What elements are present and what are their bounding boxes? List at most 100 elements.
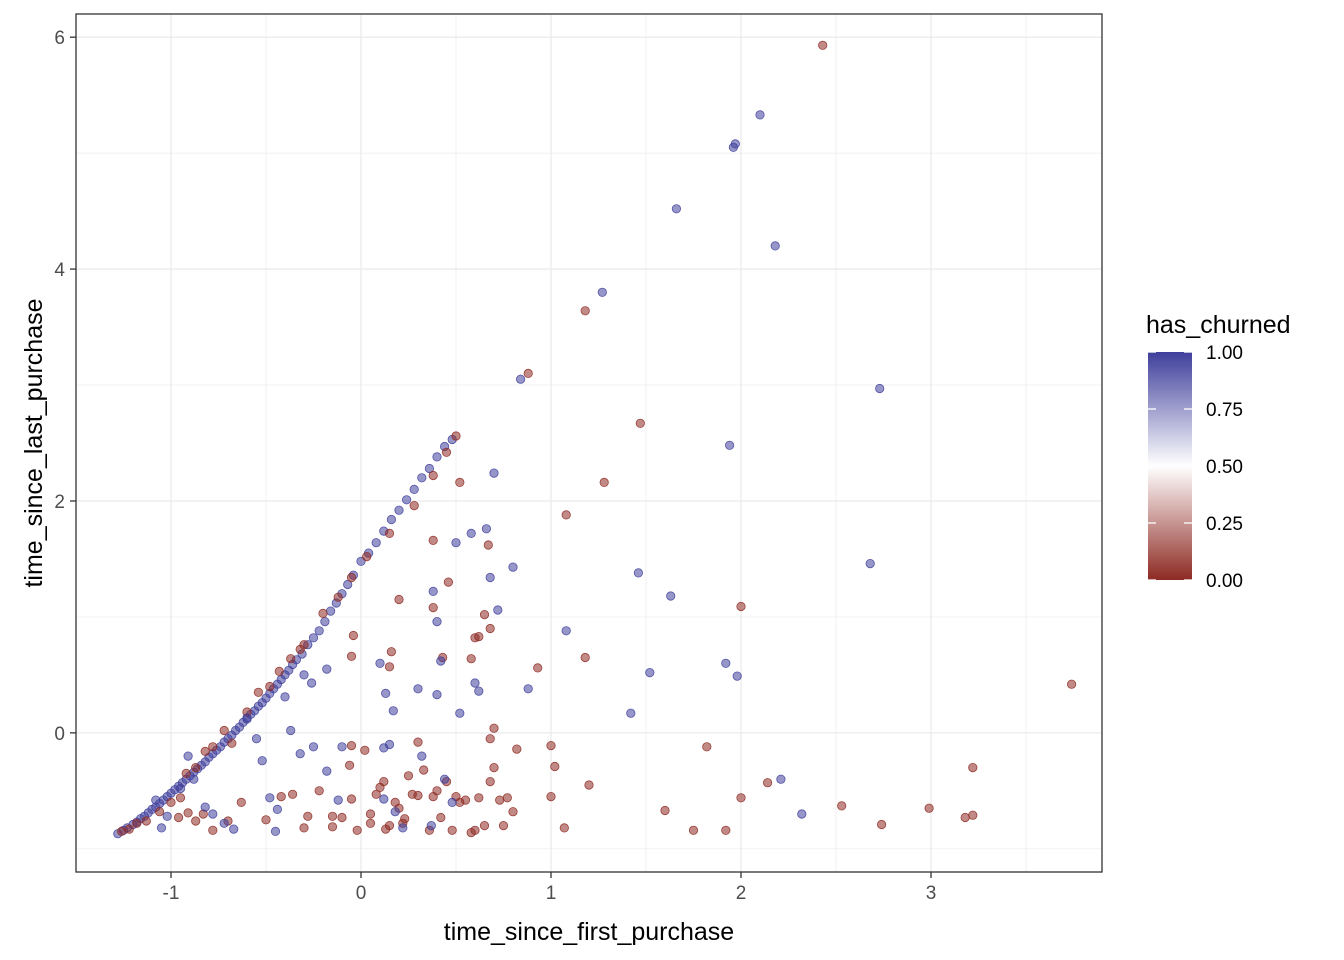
data-point [390,807,400,817]
x-axis-title: time_since_first_purchase [444,918,734,946]
x-tick-label: -1 [163,883,180,904]
data-point [559,823,569,833]
data-point [413,737,423,747]
data-point [818,40,828,50]
data-point [348,630,358,641]
data-point [730,139,740,149]
data-point [343,579,353,590]
data-point [174,812,184,823]
data-point [875,383,885,394]
data-point [308,742,319,752]
data-point [432,616,442,627]
data-point [409,500,419,511]
data-point [299,670,309,680]
data-point [308,633,319,643]
data-point [424,463,434,474]
data-point [322,664,332,674]
data-point [346,651,357,661]
data-point [1067,679,1077,689]
data-point [327,822,338,832]
data-point [299,640,309,650]
data-point [924,803,934,813]
y-tick-label: 6 [54,28,65,49]
data-point [865,558,875,569]
data-point [413,684,423,694]
data-point [303,811,313,821]
data-point [394,505,404,515]
data-point [151,795,161,805]
data-point [508,807,518,817]
data-point [470,678,480,688]
data-point [365,809,376,819]
data-point [272,804,282,815]
data-point [485,734,495,744]
data-point [441,447,452,457]
data-point [124,824,134,834]
data-point [485,623,495,634]
x-axis-ticks: -1 0 1 2 3 [163,872,936,904]
data-point [175,793,186,803]
x-tick-label: 2 [736,883,747,904]
data-point [498,820,509,831]
data-point [960,812,970,823]
data-point [837,801,847,811]
data-point [481,524,491,534]
data-point [428,535,438,546]
data-point [352,825,362,835]
data-point [242,713,252,723]
panel-border [75,13,1103,873]
data-point [436,812,446,823]
data-point [227,738,237,748]
data-point [755,110,765,120]
data-point [479,820,490,831]
data-point [515,374,526,384]
data-point [360,745,370,755]
data-point [117,826,127,837]
data-point [466,528,476,539]
data-point [635,418,645,428]
data-point [876,819,887,830]
data-point [597,287,607,297]
data-point [409,484,419,494]
data-point [580,652,590,663]
data-point [466,654,476,664]
data-point [580,306,590,316]
data-point [550,761,560,772]
data-point [344,760,355,770]
data-point [381,688,391,699]
data-point [265,681,275,692]
data-point [584,780,594,790]
data-point [400,814,410,824]
data-points [113,40,1077,839]
data-point [489,762,499,773]
data-point [333,592,343,602]
data-point [337,812,347,823]
data-point [645,667,655,678]
data-point [736,601,746,612]
data-point [384,820,395,831]
y-axis-title: time_since_last_purchase [20,298,48,587]
y-tick-label: 2 [54,492,65,513]
data-point [229,824,239,834]
data-point [141,816,151,826]
data-point [270,826,281,837]
data-point [384,662,395,672]
data-point [660,805,670,816]
data-point [166,797,176,808]
data-point [688,825,699,835]
data-point [770,241,780,251]
data-point [968,810,978,820]
legend-ticks: 0.00 0.25 0.50 0.75 1.00 [1148,343,1243,592]
data-point [155,807,165,817]
data-point [320,616,330,627]
data-point [502,793,512,803]
data-point [489,468,499,478]
data-point [337,742,347,752]
data-point [485,572,495,583]
data-point [295,749,305,759]
data-point [386,514,396,525]
data-point [417,473,427,483]
y-axis-ticks: 0 2 4 6 [54,28,76,745]
data-point [183,751,193,761]
